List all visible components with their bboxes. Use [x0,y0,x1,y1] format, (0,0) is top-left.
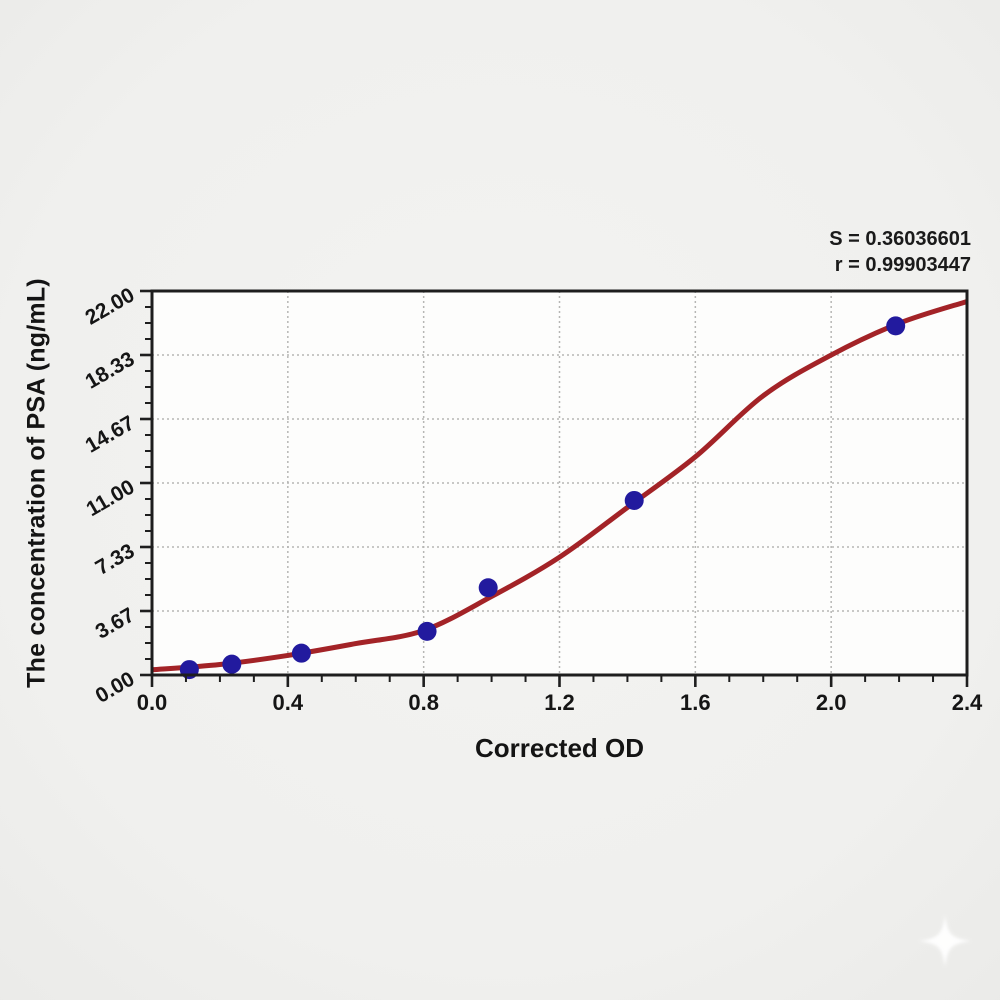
x-tick-label: 1.6 [680,690,711,715]
data-point [222,654,242,674]
x-tick-label: 1.2 [544,690,575,715]
y-axis-title: The concentration of PSA (ng/mL) [22,278,51,688]
data-point [417,621,437,641]
x-tick-label: 0.0 [137,690,168,715]
fit-curve [151,299,968,673]
fit-statistic-s: S = 0.36036601 [829,228,971,250]
x-tick-label: 2.4 [952,690,983,715]
fit-statistic-r: r = 0.99903447 [834,254,971,276]
x-tick-label: 0.4 [273,690,304,715]
sparkle-watermark-icon [919,915,971,967]
y-tick-label: 14.67 [81,411,138,457]
data-point [291,643,311,663]
x-axis-title: Corrected OD [474,733,645,763]
x-tick-label: 0.8 [408,690,439,715]
y-tick-label: 22.00 [81,283,138,329]
y-tick-label: 0.00 [92,667,139,707]
y-tick-label: 3.67 [92,603,139,643]
data-point [624,490,644,510]
y-tick-label: 18.33 [81,347,138,393]
y-tick-label: 11.00 [82,475,138,521]
x-tick-label: 2.0 [816,690,847,715]
y-tick-label: 7.33 [92,539,139,579]
data-point [478,578,498,598]
fit-statistics: S = 0.36036601 r = 0.99903447 [829,226,971,278]
data-point [886,316,906,336]
